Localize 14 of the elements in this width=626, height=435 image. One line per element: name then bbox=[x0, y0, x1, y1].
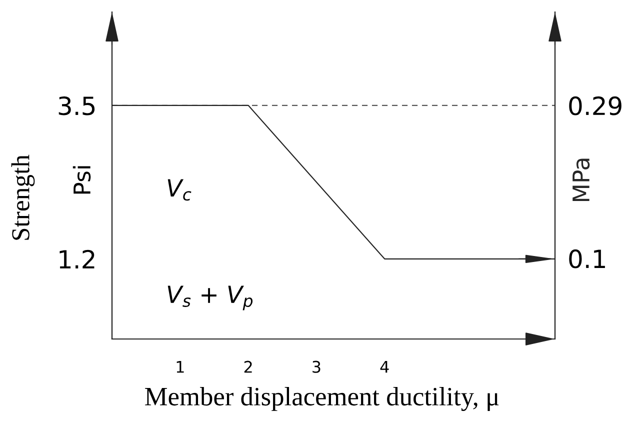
annotation: V$_{s}$ + V$_{p}$ bbox=[168, 286, 253, 310]
x-tick-label: 2 bbox=[244, 360, 252, 373]
text: Strength bbox=[11, 154, 35, 240]
x-tick-label: 4 bbox=[380, 361, 389, 373]
x-tick-label: 1 bbox=[176, 361, 184, 373]
y-axis-title: Psi bbox=[72, 166, 91, 194]
y-tick-label: 1.2 bbox=[60, 250, 94, 268]
y2-axis-title: MPa bbox=[572, 158, 590, 202]
x-axis-title: Member displacement ductility, μ bbox=[145, 386, 499, 412]
y2-tick-label: 0.1 bbox=[569, 249, 605, 268]
y2-tick-label: 0.29 bbox=[569, 96, 622, 116]
annotation: V$_{c}$ bbox=[168, 179, 192, 201]
x-tick-label: 3 bbox=[312, 360, 320, 373]
y-tick-label: 3.5 bbox=[58, 96, 95, 116]
